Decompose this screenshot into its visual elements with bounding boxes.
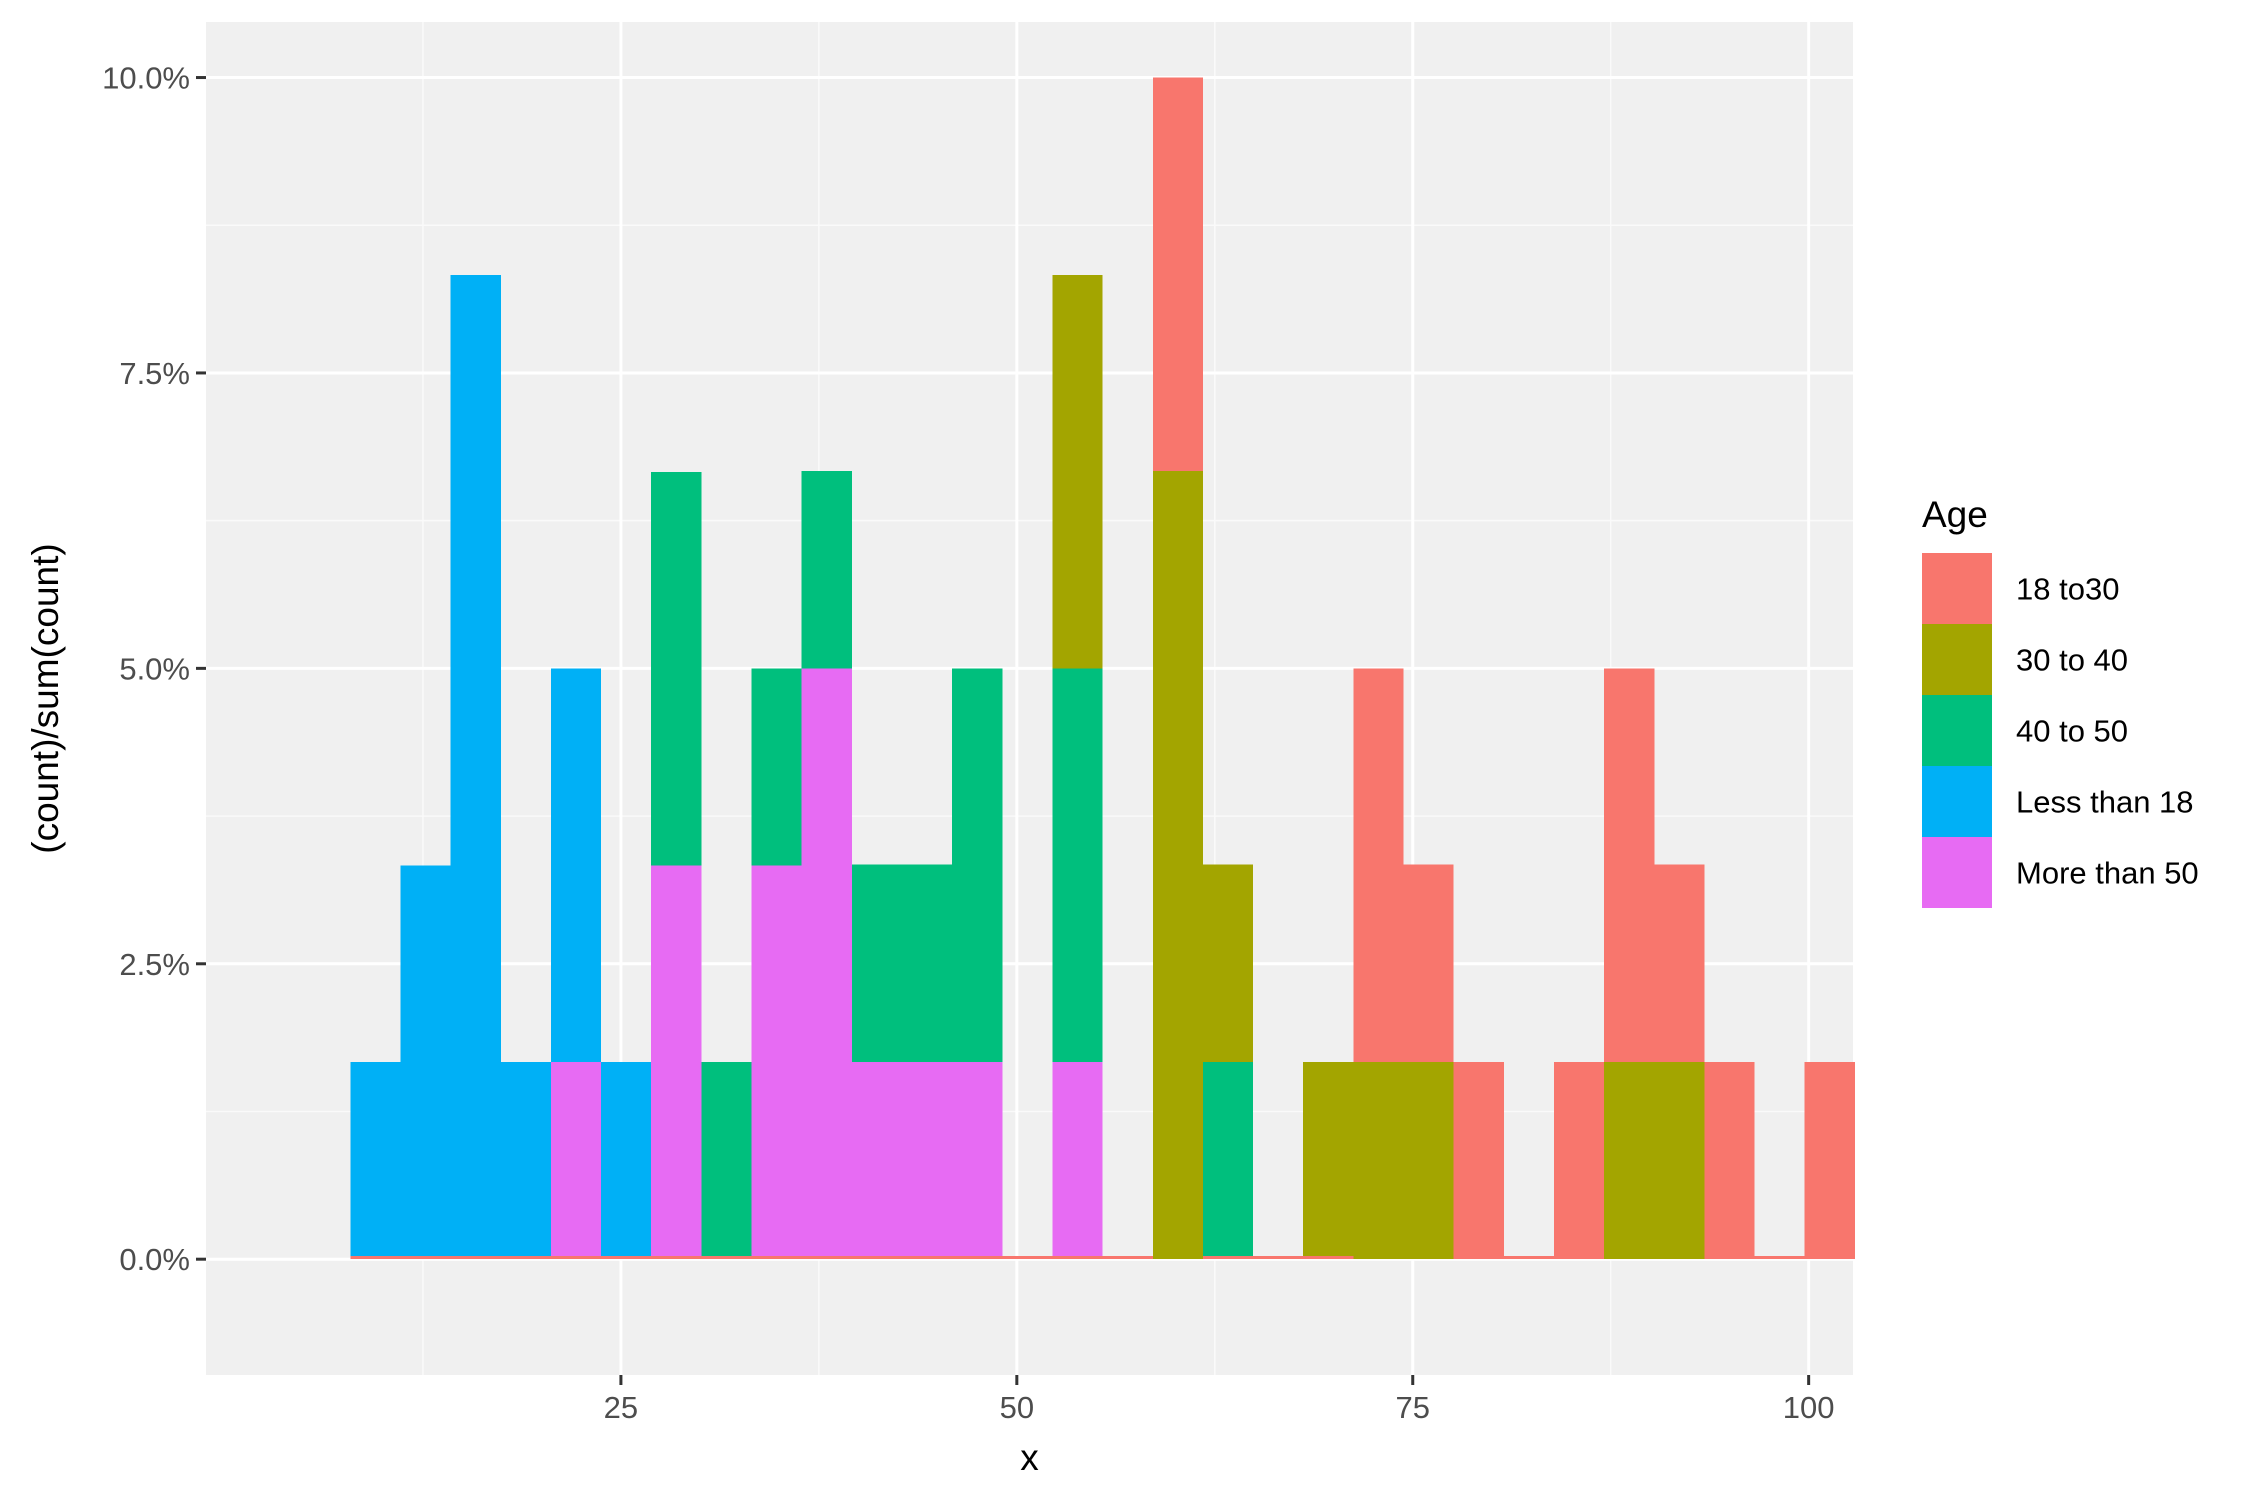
- bar-segment: [801, 471, 852, 669]
- bar-segment: [751, 668, 802, 866]
- bar-segment: [901, 1256, 953, 1260]
- bar-segment: [1052, 1061, 1103, 1260]
- bar-segment: [500, 1256, 551, 1260]
- x-tick-label: 50: [1000, 1390, 1034, 1425]
- bar-segment: [651, 1256, 702, 1260]
- legend-label: 30 to 40: [2016, 643, 2128, 678]
- bars: [350, 77, 1855, 1260]
- bar-segment: [1804, 1061, 1855, 1260]
- bar-segment: [901, 864, 953, 1062]
- bar-segment: [801, 1256, 852, 1260]
- bar-segment: [651, 865, 702, 1260]
- bar-segment: [1754, 1256, 1805, 1260]
- bar-segment: [350, 1061, 401, 1260]
- bar-segment: [751, 865, 802, 1260]
- bar-segment: [651, 472, 702, 866]
- bar-segment: [1403, 864, 1454, 1062]
- bar-segment: [952, 1256, 1003, 1260]
- bar-segment: [1453, 1061, 1504, 1260]
- bar-segment: [601, 1256, 652, 1260]
- y-tick-label: 10.0%: [102, 61, 190, 96]
- bar-segment: [400, 865, 451, 1260]
- y-tick-label: 7.5%: [119, 356, 190, 391]
- bar-segment: [701, 1061, 752, 1260]
- bar-segment: [1002, 1256, 1053, 1260]
- bar-segment: [851, 864, 903, 1062]
- legend-key: [1922, 553, 1992, 624]
- axes: 0.0% 2.5% 5.0% 7.5% 10.0% 25 50 75 100: [102, 61, 1834, 1425]
- bar-segment: [450, 1256, 501, 1260]
- bar-segment: [751, 1256, 802, 1260]
- bar-segment: [1152, 77, 1203, 472]
- bar-segment: [400, 1256, 451, 1260]
- legend-key: [1922, 624, 1992, 695]
- bar-segment: [1052, 274, 1103, 669]
- bar-segment: [500, 1061, 551, 1260]
- bar-segment: [851, 1256, 903, 1260]
- legend-label: 18 to30: [2016, 572, 2119, 607]
- bar-segment: [1704, 1061, 1755, 1260]
- x-tick-label: 100: [1783, 1390, 1835, 1425]
- bar-segment: [1553, 1061, 1605, 1260]
- bar-segment: [1052, 1256, 1103, 1260]
- bar-segment: [1654, 1061, 1705, 1260]
- bar-segment: [1202, 1256, 1254, 1260]
- bar-segment: [952, 1061, 1003, 1260]
- bar-segment: [801, 668, 852, 1260]
- y-axis-title: (count)/sum(count): [25, 543, 66, 854]
- bar-segment: [1202, 864, 1254, 1062]
- bar-segment: [450, 274, 501, 1260]
- legend-title: Age: [1922, 494, 1988, 535]
- bar-segment: [1604, 668, 1655, 1062]
- legend-key: [1922, 766, 1992, 837]
- bar-segment: [851, 1061, 903, 1260]
- bar-segment: [1353, 1061, 1404, 1260]
- bar-segment: [350, 1256, 401, 1260]
- bar-segment: [1604, 1061, 1655, 1260]
- x-axis-title: x: [1020, 1437, 1039, 1478]
- y-tick-label: 5.0%: [119, 651, 190, 686]
- bar-segment: [550, 1256, 602, 1260]
- bar-segment: [1303, 1256, 1354, 1260]
- legend-label: Less than 18: [2016, 785, 2194, 820]
- bar-segment: [1253, 1256, 1304, 1260]
- y-tick-label: 2.5%: [119, 947, 190, 982]
- legend-key: [1922, 837, 1992, 908]
- bar-segment: [1403, 1061, 1454, 1260]
- bar-segment: [1102, 1256, 1153, 1260]
- bar-segment: [550, 1061, 602, 1260]
- bar-segment: [1503, 1256, 1554, 1260]
- legend: Age 18 to30 30 to 40 40 to 50 Less than 18 M…: [1922, 494, 2199, 908]
- x-tick-label: 25: [604, 1390, 638, 1425]
- legend-label: More than 50: [2016, 856, 2199, 891]
- legend-label: 40 to 50: [2016, 714, 2128, 749]
- bar-segment: [952, 668, 1003, 1062]
- bar-segment: [1353, 668, 1404, 1062]
- bar-segment: [1052, 668, 1103, 1062]
- bar-segment: [1654, 864, 1705, 1062]
- bar-segment: [1202, 1061, 1254, 1260]
- bar-segment: [701, 1256, 752, 1260]
- bar-segment: [901, 1061, 953, 1260]
- x-tick-label: 75: [1396, 1390, 1430, 1425]
- y-tick-label: 0.0%: [119, 1242, 190, 1277]
- legend-key: [1922, 695, 1992, 766]
- bar-segment: [1303, 1061, 1354, 1260]
- bar-segment: [550, 668, 602, 1062]
- bar-segment: [1152, 471, 1203, 1260]
- bar-segment: [601, 1061, 652, 1260]
